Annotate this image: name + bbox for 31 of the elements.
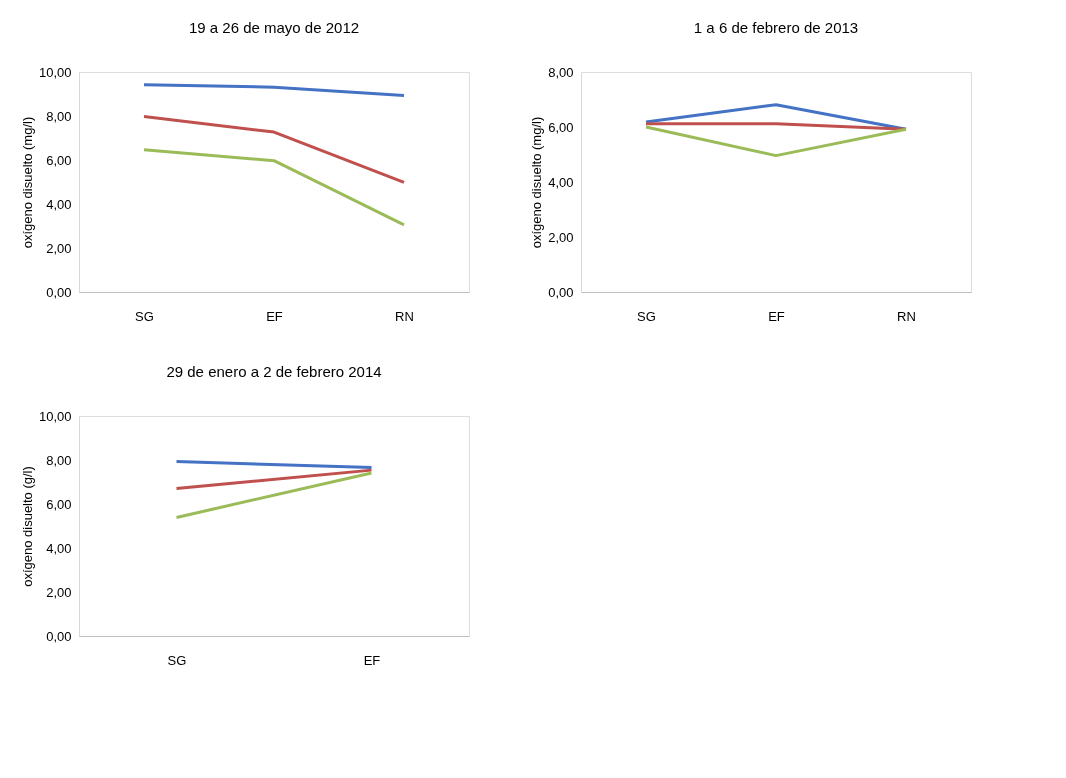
y-axis-title: oxígeno disuelto (mg/l) bbox=[19, 116, 35, 249]
chart-title: 1 a 6 de febrero de 2013 bbox=[693, 19, 859, 36]
x-tick-label: SG bbox=[167, 652, 187, 668]
y-axis-title: oxígeno disuelto (mg/l) bbox=[529, 116, 545, 249]
y-tick-label: 2,00 bbox=[46, 584, 72, 600]
y-tick-label: 6,00 bbox=[548, 119, 574, 135]
y-tick-label: 8,00 bbox=[46, 108, 72, 124]
y-tick-label: 8,00 bbox=[548, 64, 574, 80]
x-tick-label: SG bbox=[135, 308, 154, 324]
y-tick-label: 10,00 bbox=[38, 408, 72, 424]
x-tick-label: EF bbox=[266, 308, 283, 324]
x-tick-label: SG bbox=[637, 308, 656, 324]
y-tick-label: 0,00 bbox=[548, 284, 574, 300]
x-tick-label: EF bbox=[363, 652, 381, 668]
x-tick-label: RN bbox=[897, 308, 916, 324]
y-tick-label: 8,00 bbox=[46, 452, 72, 468]
y-tick-label: 6,00 bbox=[46, 496, 72, 512]
y-tick-label: 4,00 bbox=[548, 174, 574, 190]
y-tick-label: 4,00 bbox=[46, 540, 72, 556]
y-tick-label: 6,00 bbox=[46, 152, 72, 168]
chart-title: 29 de enero a 2 de febrero 2014 bbox=[166, 363, 382, 380]
y-tick-label: 0,00 bbox=[46, 284, 72, 300]
y-tick-label: 0,00 bbox=[46, 628, 72, 644]
y-tick-label: 2,00 bbox=[548, 229, 574, 245]
chart-title: 19 a 26 de mayo de 2012 bbox=[188, 19, 360, 36]
y-tick-label: 2,00 bbox=[46, 240, 72, 256]
y-tick-label: 10,00 bbox=[38, 64, 72, 80]
x-tick-label: RN bbox=[395, 308, 414, 324]
y-axis-title: oxígeno disuelto (g/l) bbox=[19, 466, 35, 587]
y-tick-label: 4,00 bbox=[46, 196, 72, 212]
x-tick-label: EF bbox=[768, 308, 785, 324]
